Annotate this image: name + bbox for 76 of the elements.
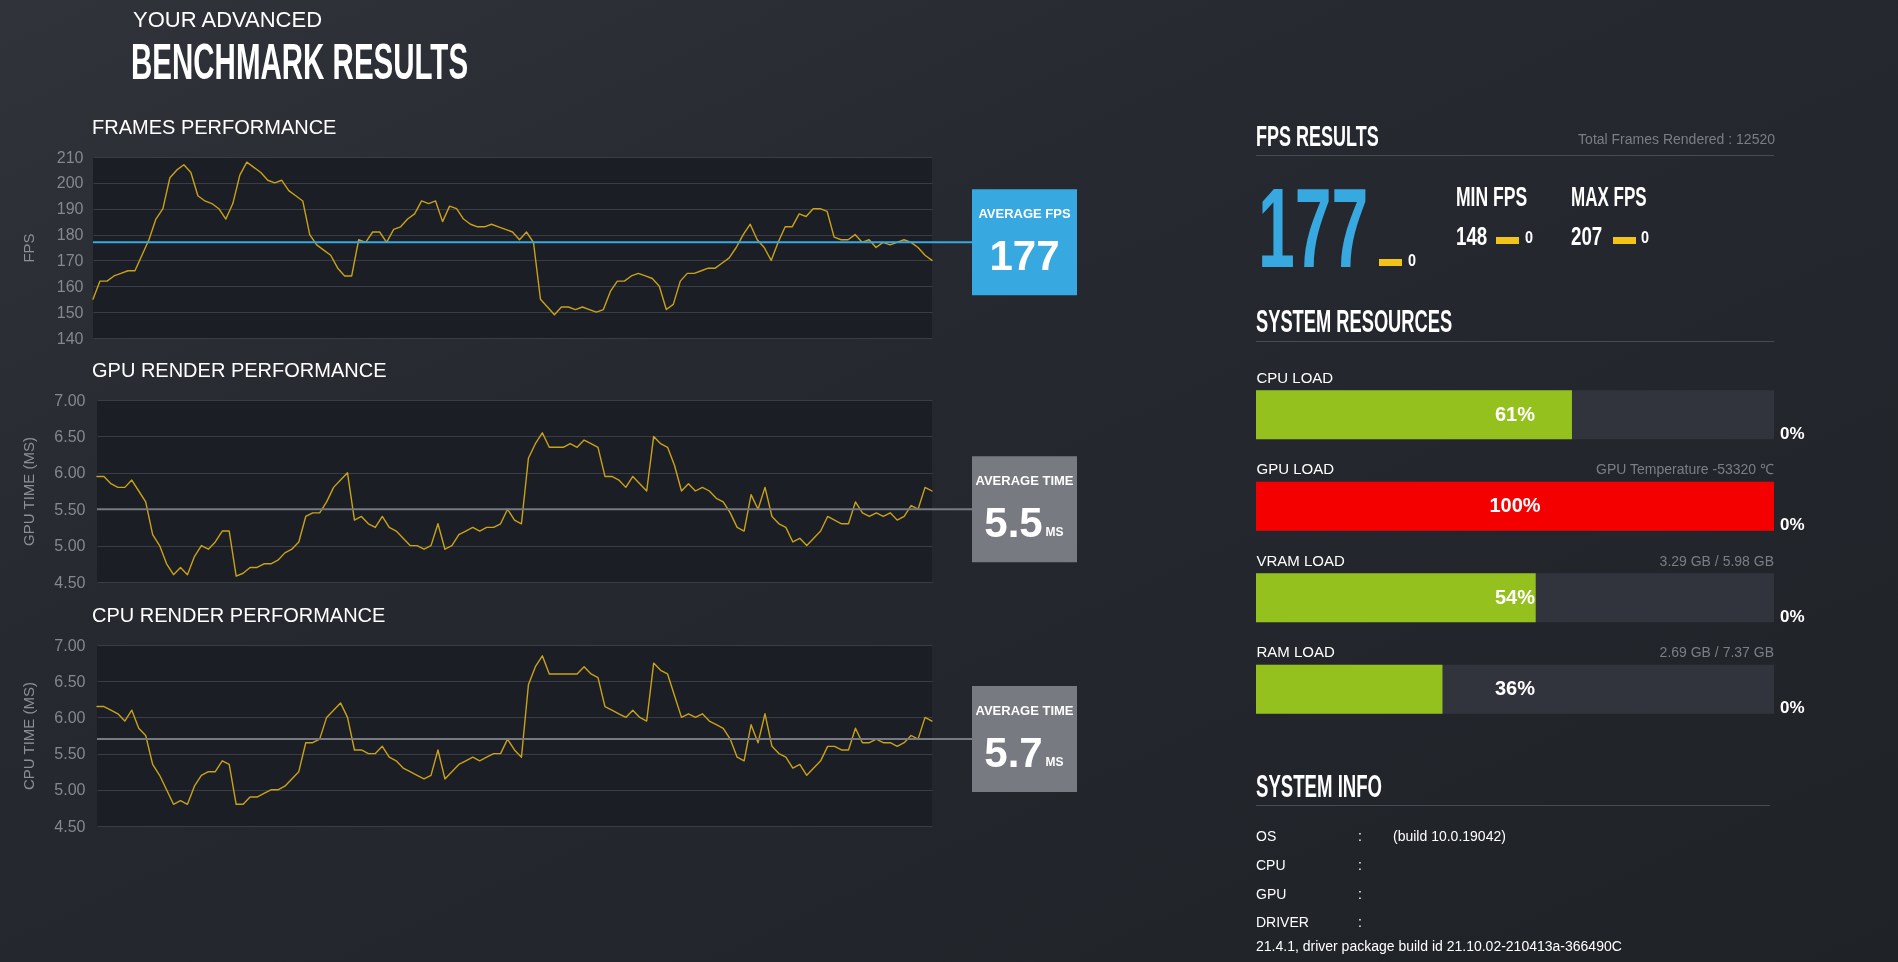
y-tick-label: 160	[56, 277, 84, 295]
y-axis-title: FPS	[19, 233, 37, 263]
text: :	[1358, 886, 1362, 902]
y-axis-title: GPU TIME (MS)	[19, 437, 37, 546]
text: BENCHMARK RESULTS	[131, 34, 469, 90]
y-tick-label: 7.00	[54, 391, 86, 409]
text: MAX FPS	[1571, 182, 1647, 212]
text: 21.4.1, driver package build id 21.10.02-210413a-366490C	[1256, 938, 1622, 954]
y-tick-label: 6.50	[54, 672, 86, 690]
chart-title: SYSTEM RESOURCES	[1256, 304, 1453, 339]
text: YOUR ADVANCED	[133, 7, 323, 32]
text: 0%	[1780, 515, 1805, 534]
chart-title: FRAMES PERFORMANCE	[92, 116, 337, 138]
y-tick-label: 170	[56, 251, 84, 269]
text: SYSTEM INFO	[1256, 769, 1383, 804]
annotation: GPU Temperature -53320 ℃	[1596, 461, 1774, 477]
data-label: 54%	[1494, 585, 1536, 608]
y-tick-label: VRAM LOAD	[1256, 551, 1346, 569]
annotation: 2.69 GB / 7.37 GB	[1659, 644, 1774, 660]
line-series	[96, 655, 933, 805]
y-tick-label: 150	[56, 303, 84, 321]
chart-title: GPU RENDER PERFORMANCE	[92, 359, 387, 381]
text: :	[1358, 914, 1362, 930]
ref-line-label: AVERAGE TIME	[975, 473, 1074, 489]
line-series	[96, 432, 933, 577]
ref-line-label: AVERAGE FPS	[978, 206, 1071, 222]
text: 0%	[1780, 606, 1805, 626]
ref-line-label: AVERAGE TIME	[975, 703, 1074, 719]
text: :	[1358, 828, 1362, 844]
y-tick-label: 4.50	[54, 573, 86, 591]
y-tick-label: 190	[56, 200, 84, 218]
chart-title: CPU RENDER PERFORMANCE	[92, 604, 386, 626]
text: 177	[989, 232, 1060, 280]
y-tick-label: 7.00	[54, 636, 86, 654]
text: Total Frames Rendered : 12520	[1578, 131, 1775, 147]
data-label: 61%	[1494, 402, 1536, 425]
y-tick-label: 200	[56, 174, 84, 192]
text: MS	[1045, 755, 1064, 770]
text: GPU	[1256, 886, 1287, 902]
text: MIN FPS	[1456, 182, 1528, 212]
text: FPS RESULTS	[1256, 118, 1379, 152]
y-tick-label: 6.00	[54, 708, 86, 726]
text: 0	[1408, 251, 1417, 270]
text: 0%	[1780, 423, 1805, 443]
y-tick-label: GPU LOAD	[1256, 460, 1335, 477]
y-tick-label: 180	[56, 226, 84, 244]
text: 177	[1258, 164, 1369, 291]
y-tick-label: 5.00	[54, 781, 86, 799]
y-axis-title: CPU TIME (MS)	[19, 681, 37, 791]
y-tick-label: 6.00	[54, 464, 86, 482]
y-tick-label: 5.00	[54, 537, 86, 555]
y-tick-label: 5.50	[54, 745, 86, 763]
data-label: 36%	[1494, 677, 1536, 699]
text: 148	[1456, 221, 1488, 251]
y-tick-label: RAM LOAD	[1256, 643, 1336, 660]
text: :	[1358, 857, 1362, 873]
y-tick-label: 5.50	[54, 500, 86, 518]
y-tick-label: 210	[56, 148, 84, 166]
text: CPU	[1256, 857, 1286, 873]
text: 0	[1525, 228, 1534, 247]
data-label: 100%	[1489, 494, 1541, 516]
text: 0%	[1780, 698, 1805, 717]
text: MS	[1045, 525, 1064, 540]
text: 0	[1641, 228, 1650, 247]
y-tick-label: 6.50	[54, 427, 86, 445]
y-tick-label: 4.50	[54, 817, 86, 835]
text: OS	[1256, 828, 1277, 844]
text: 207	[1571, 221, 1603, 251]
y-tick-label: CPU LOAD	[1256, 368, 1334, 386]
text: 5.7	[984, 729, 1043, 777]
line-series	[92, 161, 933, 316]
text: 5.5	[984, 499, 1043, 547]
text: (build 10.0.19042)	[1393, 828, 1506, 844]
y-tick-label: 140	[56, 329, 84, 347]
text: DRIVER	[1256, 914, 1309, 930]
annotation: 3.29 GB / 5.98 GB	[1659, 552, 1774, 569]
